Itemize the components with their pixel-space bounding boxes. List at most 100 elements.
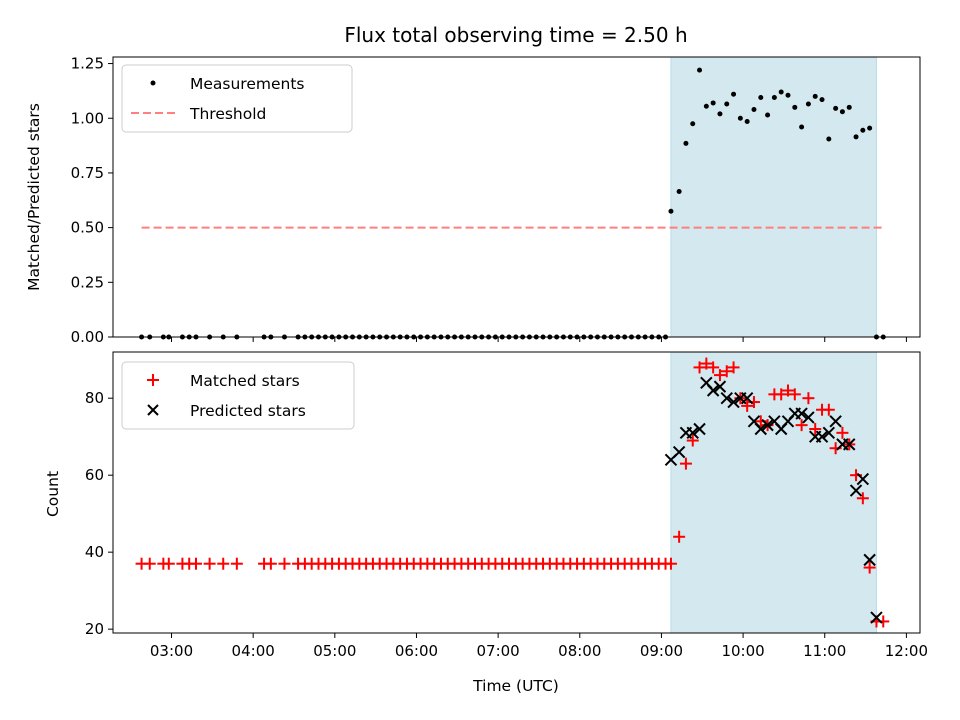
predicted-stars-point	[706, 384, 720, 397]
measurement-point	[771, 94, 777, 100]
predicted-stars-point	[795, 407, 808, 420]
matched-stars-point	[190, 557, 203, 570]
measurement-point	[710, 100, 716, 106]
measurement-point	[799, 124, 805, 130]
bottom-frame	[112, 351, 921, 634]
matched-stars-point	[863, 561, 876, 574]
matched-stars-point	[664, 557, 677, 570]
bottom-legend-box	[121, 361, 355, 430]
predicted-stars-point	[672, 445, 686, 459]
matched-stars-point	[809, 422, 822, 435]
bottom-x-tick-label: 11:00	[803, 642, 846, 660]
top-y-axis-label: Matched/Predicted stars	[25, 103, 43, 291]
bottom-y-tick-label: 60	[85, 466, 104, 484]
measurement-point	[826, 136, 832, 142]
matched-stars-point	[802, 392, 815, 405]
matched-stars-point	[741, 399, 754, 412]
top-y-tick-label: 1.25	[71, 55, 104, 73]
measurement-point	[717, 111, 723, 117]
matched-stars-point	[679, 457, 692, 470]
measurement-point	[812, 93, 818, 99]
measurement-point	[683, 140, 689, 146]
matched-stars-point	[727, 361, 740, 374]
bottom-x-tick-label: 12:00	[885, 642, 928, 660]
predicted-stars-point	[815, 430, 829, 443]
matched-stars-point	[700, 357, 713, 370]
matched-stars-point	[673, 530, 686, 543]
top-y-tick-label: 0.25	[71, 273, 104, 291]
matched-stars-point	[230, 557, 243, 570]
predicted-stars-point	[822, 426, 836, 440]
bottom-y-tick-label: 20	[85, 620, 104, 638]
top-y-tick-label: 0.00	[71, 328, 104, 346]
measurement-point	[765, 112, 771, 118]
legend-matched-label: Matched stars	[190, 372, 300, 390]
predicted-stars-point	[693, 422, 706, 436]
matched-stars-point	[822, 403, 835, 416]
predicted-stars-point	[727, 395, 740, 409]
legend-matched-marker	[147, 374, 159, 386]
measurement-point	[744, 119, 750, 125]
top-frame	[112, 56, 921, 338]
top-panel: 0.00 0.25 0.50 0.75 1.00 1.25	[71, 55, 921, 346]
bottom-y-tick-label: 40	[85, 543, 104, 561]
legend-measurements-marker	[150, 80, 156, 86]
matched-stars-point	[707, 361, 720, 374]
predicted-stars-point	[802, 411, 815, 424]
matched-stars-point	[162, 557, 175, 570]
predicted-stars-point	[740, 391, 754, 405]
bottom-x-tick-label: 08:00	[558, 642, 601, 660]
top-shaded-region	[670, 56, 877, 338]
predicted-stars-point	[720, 391, 733, 405]
measurement-point	[703, 103, 709, 109]
predicted-stars-point	[856, 472, 870, 486]
top-legend: Measurements Threshold	[121, 64, 353, 133]
matched-stars-point	[795, 419, 808, 432]
matched-stars-point	[720, 365, 733, 378]
bottom-x-tick-label: 03:00	[150, 642, 193, 660]
measurement-point	[846, 104, 852, 110]
x-axis-label: Time (UTC)	[472, 677, 559, 695]
top-y-tick-label: 0.75	[71, 164, 104, 182]
bottom-x-tick-label: 06:00	[395, 642, 438, 660]
legend-predicted-marker	[147, 404, 159, 416]
chart-title: Flux total observing time = 2.50 h	[344, 23, 687, 47]
matched-stars-point	[713, 369, 726, 382]
measurement-point	[853, 134, 859, 140]
predicted-stars-point	[754, 422, 767, 436]
matched-stars-point	[781, 384, 794, 397]
measurement-point	[792, 104, 798, 110]
measurement-point	[758, 94, 764, 100]
matched-stars-point	[143, 557, 156, 570]
matched-stars-point	[856, 492, 869, 505]
measurement-point	[751, 107, 757, 112]
measurement-point	[778, 89, 784, 95]
measurement-point	[690, 121, 696, 127]
bottom-x-tick-label: 10:00	[721, 642, 764, 660]
bottom-x-tick-label: 07:00	[477, 642, 520, 660]
legend-measurements-label: Measurements	[190, 75, 305, 93]
top-y-tick-label: 1.00	[71, 109, 104, 127]
matched-stars-point	[264, 557, 277, 570]
predicted-stars-point	[686, 426, 699, 440]
bottom-y-tick-label: 80	[85, 389, 104, 407]
matched-stars-point	[203, 557, 216, 570]
matched-stars-point	[788, 388, 801, 401]
legend-predicted-label: Predicted stars	[190, 402, 306, 420]
predicted-stars-point	[761, 418, 774, 432]
measurement-point	[833, 105, 839, 111]
predicted-stars-point	[713, 380, 727, 393]
measurement-point	[860, 127, 866, 133]
predicted-stars-point	[843, 438, 856, 451]
legend-threshold-label: Threshold	[189, 105, 266, 123]
measurement-point	[697, 67, 703, 73]
predicted-stars-point	[829, 415, 842, 428]
matched-stars-point	[693, 361, 706, 374]
matched-stars-point	[836, 426, 849, 439]
measurement-point	[819, 97, 825, 103]
matched-stars-point	[775, 388, 788, 401]
measurement-point	[724, 101, 730, 107]
top-legend-box	[121, 64, 353, 133]
measurement-point	[668, 208, 674, 214]
